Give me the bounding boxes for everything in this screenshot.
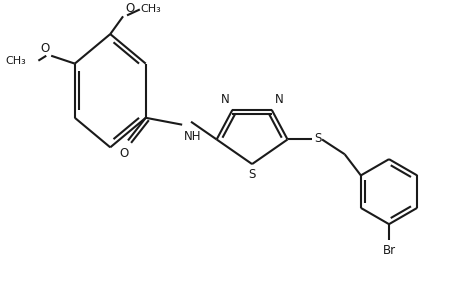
Text: CH₃: CH₃ — [6, 56, 26, 66]
Text: CH₃: CH₃ — [141, 4, 162, 14]
Text: S: S — [248, 168, 256, 181]
Text: O: O — [40, 42, 49, 55]
Text: N: N — [275, 93, 283, 106]
Text: Br: Br — [383, 244, 395, 257]
Text: O: O — [125, 2, 134, 15]
Text: NH: NH — [184, 130, 201, 142]
Text: N: N — [221, 93, 229, 106]
Text: O: O — [120, 147, 129, 160]
Text: S: S — [314, 132, 322, 145]
